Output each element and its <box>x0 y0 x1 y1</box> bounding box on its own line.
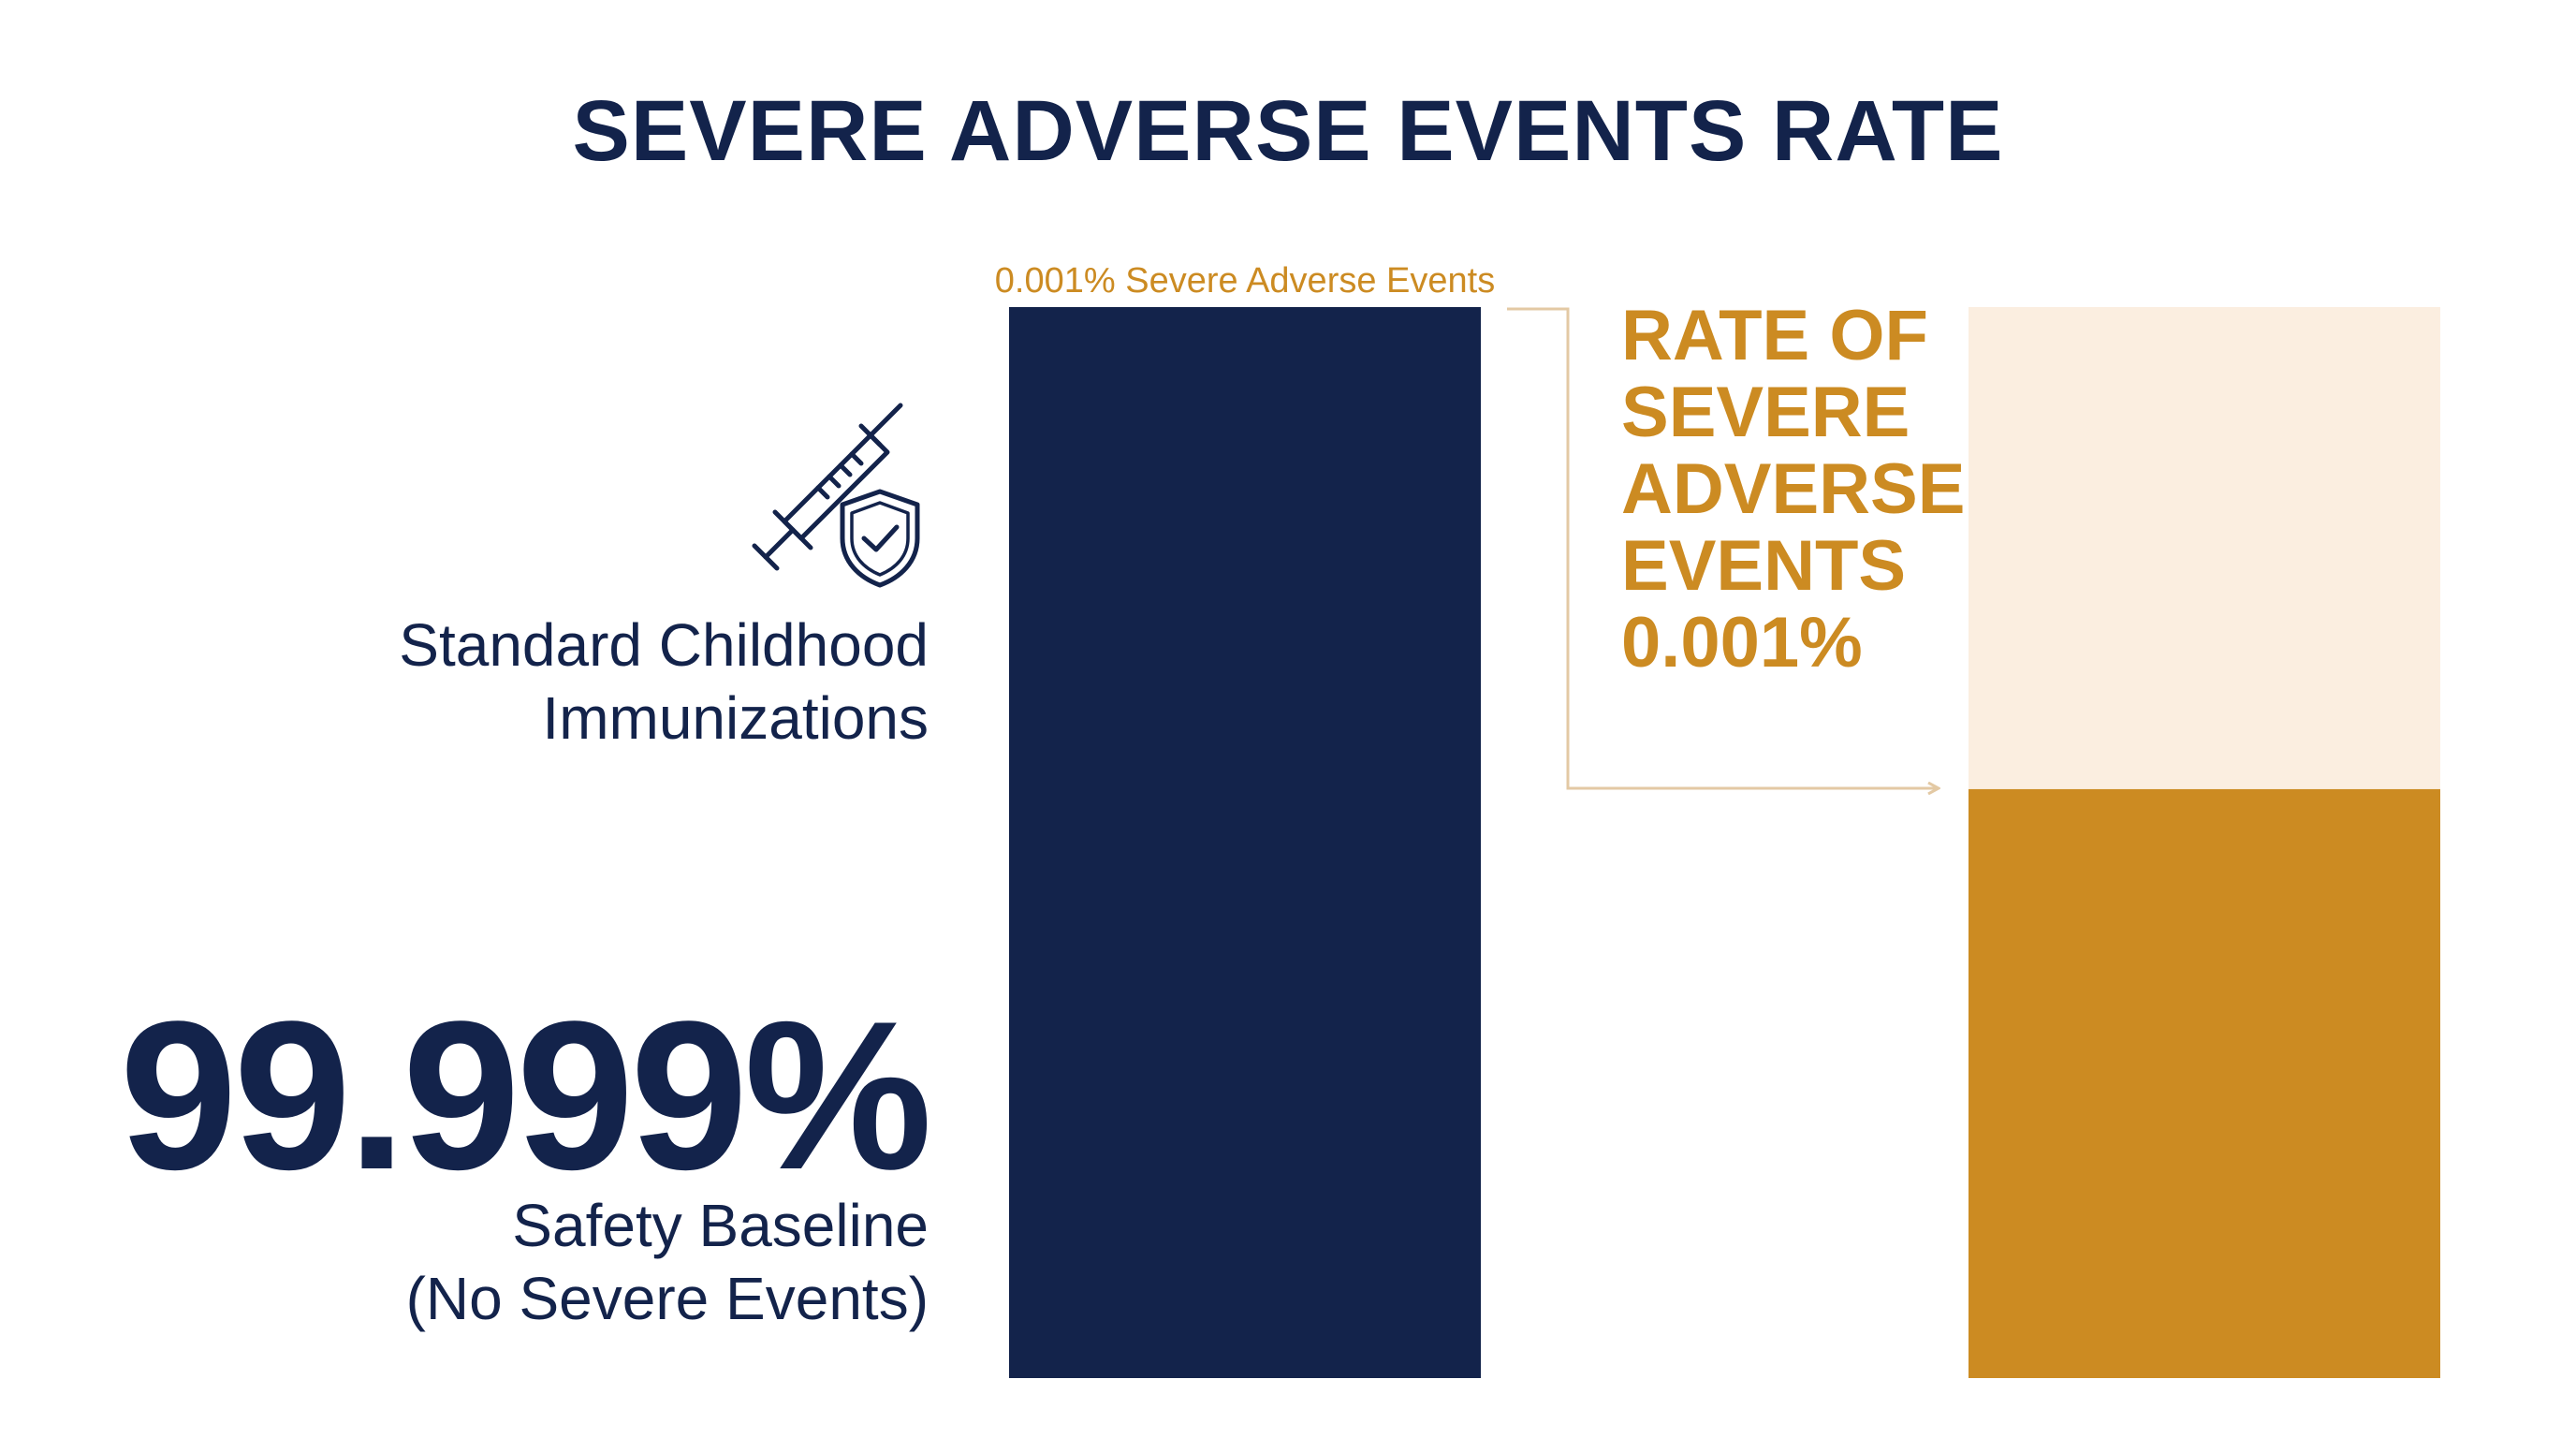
bar-2-segment-2 <box>1969 307 2440 789</box>
safety-percent-value: 99.999% <box>119 976 932 1213</box>
callout-line-3: ADVERSE <box>1621 449 1966 529</box>
bar-1-top-label: 0.001% Severe Adverse Events <box>995 261 1495 301</box>
callout-annotation: RATE OF SEVERE ADVERSE EVENTS 0.001% <box>1621 298 1965 682</box>
bar-2-segment-1 <box>1969 788 2440 1378</box>
chart-title: SEVERE ADVERSE EVENTS RATE <box>572 83 2004 179</box>
callout-value: 0.001% <box>1621 603 1863 682</box>
program-label-line-1: Standard Childhood <box>399 611 929 679</box>
callout-arrow <box>1516 307 1938 788</box>
program-label: Standard Childhood Immunizations <box>399 609 929 755</box>
baseline-label-line-1: Safety Baseline <box>512 1192 929 1259</box>
bar-1-segment-1 <box>1009 307 1481 1378</box>
callout-line-4: EVENTS <box>1621 526 1907 606</box>
program-label-line-2: Immunizations <box>542 684 929 752</box>
callout-line-1: RATE OF <box>1621 296 1928 375</box>
syringe-shield-check-icon <box>730 398 936 604</box>
baseline-label: Safety Baseline (No Severe Events) <box>406 1189 929 1335</box>
callout-line-2: SEVERE <box>1621 373 1910 452</box>
baseline-label-line-2: (No Severe Events) <box>405 1265 929 1332</box>
